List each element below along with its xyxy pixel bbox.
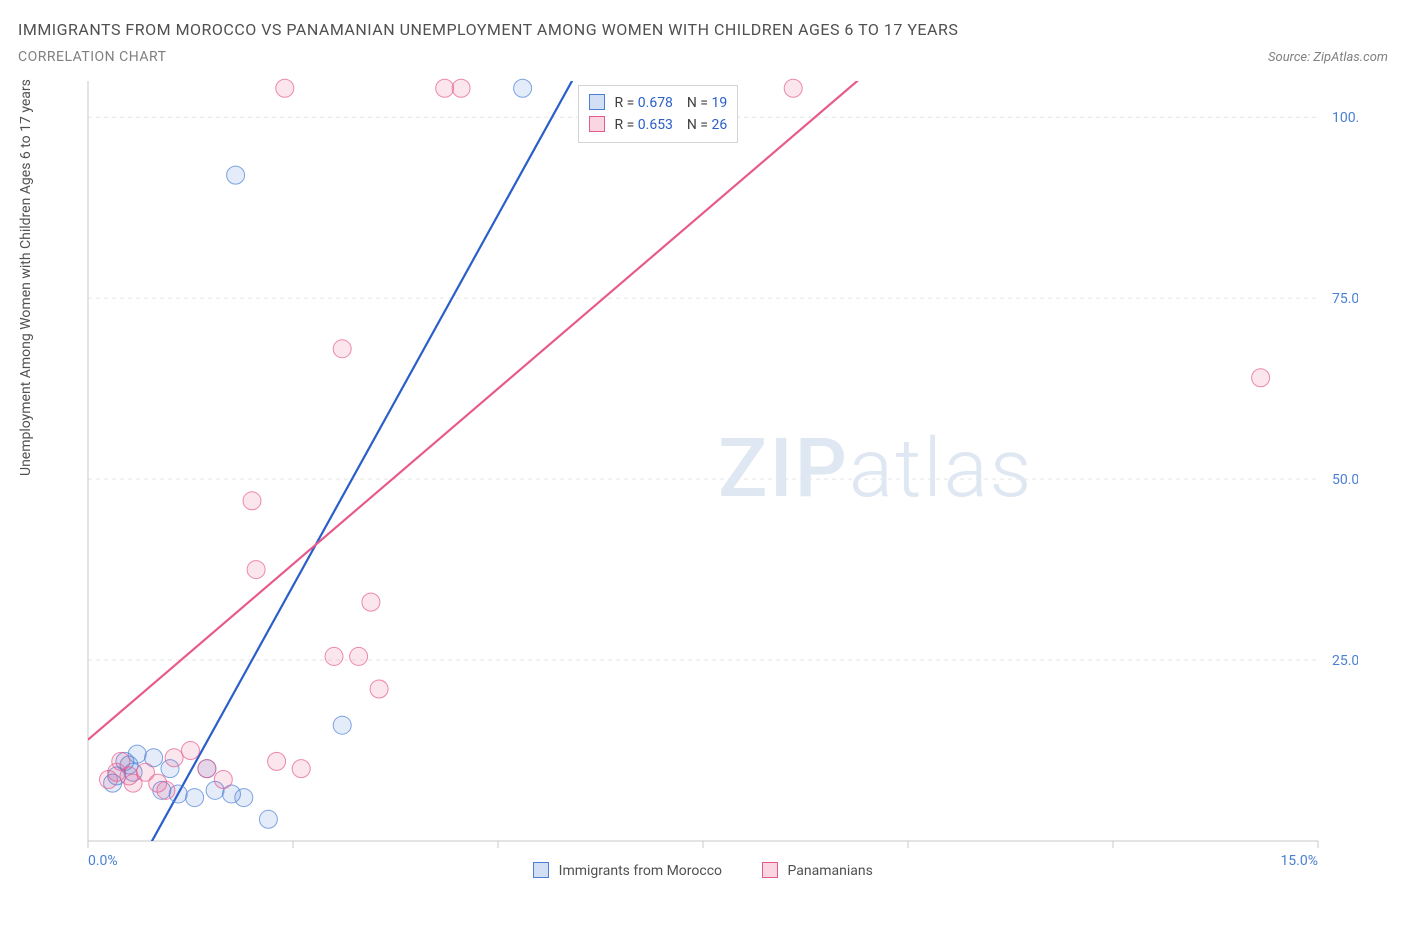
scatter-chart: 25.0%50.0%75.0%100.0%0.0%15.0% [18,71,1358,881]
data-point [165,749,183,767]
data-point [259,810,277,828]
data-point [784,79,802,97]
stat-r-value-1: 0.678 [638,95,673,111]
stat-r-label: R = [614,95,634,111]
data-point [214,770,232,788]
data-point [333,340,351,358]
data-point [227,166,245,184]
data-point [362,593,380,611]
source-label: Source: ZipAtlas.com [1268,50,1388,65]
stats-box: R = 0.678 N = 19 R = 0.653 N = 26 [578,85,738,143]
data-point [198,760,216,778]
legend-label-2: Panamanians [788,863,873,879]
data-point [186,789,204,807]
data-point [276,79,294,97]
legend-swatch-blue [533,862,549,878]
trend-line [88,71,1318,740]
data-point [268,752,286,770]
data-point [128,745,146,763]
stat-r-label: R = [614,117,634,133]
data-point [292,760,310,778]
stat-n-value-1: 19 [711,95,727,111]
bottom-legend: Immigrants from Morocco Panamanians [18,862,1388,879]
stats-row-1: R = 0.678 N = 19 [589,92,727,114]
y-tick-label: 25.0% [1332,653,1358,669]
legend-label-1: Immigrants from Morocco [559,863,722,879]
data-point [350,647,368,665]
stat-r-value-2: 0.653 [638,117,673,133]
legend-swatch-pink [762,862,778,878]
data-point [325,647,343,665]
stats-row-2: R = 0.653 N = 26 [589,114,727,136]
figure-subtitle: CORRELATION CHART [18,49,166,65]
stat-n-label: N = [687,95,708,111]
y-tick-label: 75.0% [1332,291,1358,307]
stat-n-label: N = [687,117,708,133]
data-point [514,79,532,97]
y-axis-label: Unemployment Among Women with Children A… [18,79,34,476]
legend-item-2: Panamanians [762,862,873,879]
data-point [157,781,175,799]
data-point [182,742,200,760]
data-point [452,79,470,97]
y-tick-label: 100.0% [1332,110,1358,126]
chart-container: Unemployment Among Women with Children A… [18,71,1388,881]
legend-swatch-pink [589,116,605,132]
subhead-row: CORRELATION CHART Source: ZipAtlas.com [18,49,1388,65]
data-point [247,561,265,579]
data-point [1252,369,1270,387]
figure-title: IMMIGRANTS FROM MOROCCO VS PANAMANIAN UN… [18,20,1388,39]
data-point [436,79,454,97]
y-tick-label: 50.0% [1332,472,1358,488]
stat-n-value-2: 26 [711,117,727,133]
data-point [370,680,388,698]
data-point [235,789,253,807]
legend-swatch-blue [589,94,605,110]
data-point [243,492,261,510]
legend-item-1: Immigrants from Morocco [533,862,722,879]
data-point [333,716,351,734]
